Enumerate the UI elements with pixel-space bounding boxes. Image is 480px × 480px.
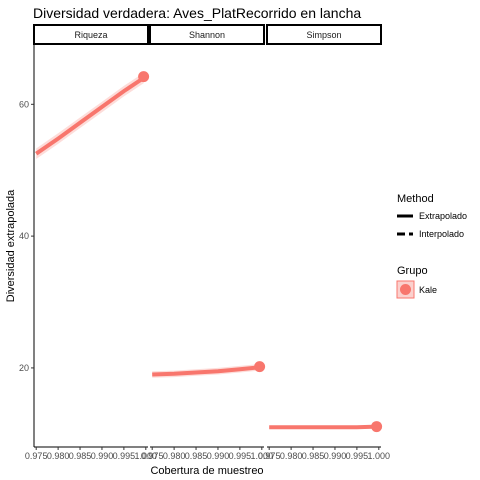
- x-tick-label-simpson-3: 0.990: [324, 451, 347, 461]
- x-tick-label-shannon-5: 1.000: [251, 451, 274, 461]
- x-tick-label-shannon-2: 0.985: [185, 451, 208, 461]
- chart-title: Diversidad verdadera: Aves_PlatRecorrido…: [33, 5, 361, 21]
- x-tick-label-simpson-2: 0.985: [302, 451, 325, 461]
- strip-label-simpson: Simpson: [306, 30, 341, 40]
- y-tick-label-60: 60: [19, 99, 29, 109]
- x-axis-label: Cobertura de muestreo: [150, 465, 263, 477]
- legend-label-interpolado: Interpolado: [419, 229, 464, 239]
- x-tick-label-riqueza-4: 0.995: [113, 451, 136, 461]
- x-tick-label-riqueza-5: 1.000: [135, 451, 158, 461]
- x-tick-label-simpson-1: 0.980: [280, 451, 303, 461]
- x-tick-label-riqueza-2: 0.985: [69, 451, 92, 461]
- legend-label-extrapolado: Extrapolado: [419, 211, 467, 221]
- legend-key-group-point: [400, 284, 411, 295]
- strip-riqueza: [33, 24, 149, 45]
- series-line-riqueza-interpolado: [35, 76, 145, 156]
- x-tick-label-simpson-5: 1.000: [368, 451, 391, 461]
- x-tick-label-riqueza-0: 0.975: [25, 451, 48, 461]
- x-tick-label-simpson-0: 0.975: [258, 451, 281, 461]
- legend-label-group: Kale: [419, 285, 437, 295]
- x-tick-label-riqueza-1: 0.980: [47, 451, 70, 461]
- legend-group-title: Grupo: [397, 265, 428, 277]
- series-line-simpson-interpolado: [269, 424, 377, 430]
- x-tick-label-simpson-4: 0.995: [346, 451, 369, 461]
- observed-point-shannon: [254, 361, 266, 373]
- legend: Method Extrapolado Interpolado Grupo Kal…: [396, 193, 467, 299]
- observed-point-riqueza: [138, 71, 150, 83]
- y-axis-label: Diversidad extrapolada: [5, 189, 17, 302]
- x-tick-label-shannon-0: 0.975: [141, 451, 164, 461]
- y-tick-label-20: 20: [19, 363, 29, 373]
- x-tick-label-riqueza-3: 0.990: [91, 451, 114, 461]
- x-tick-label-shannon-4: 0.995: [229, 451, 252, 461]
- x-tick-label-shannon-1: 0.980: [163, 451, 186, 461]
- strip-label-riqueza: Riqueza: [74, 30, 107, 40]
- strip-label-shannon: Shannon: [189, 30, 225, 40]
- x-tick-label-shannon-3: 0.990: [207, 451, 230, 461]
- strip-shannon: [149, 24, 265, 45]
- observed-point-simpson: [371, 421, 383, 433]
- series-line-shannon-interpolado: [152, 365, 260, 377]
- y-tick-label-40: 40: [19, 231, 29, 241]
- strip-simpson: [266, 24, 382, 45]
- legend-method-title: Method: [397, 193, 434, 205]
